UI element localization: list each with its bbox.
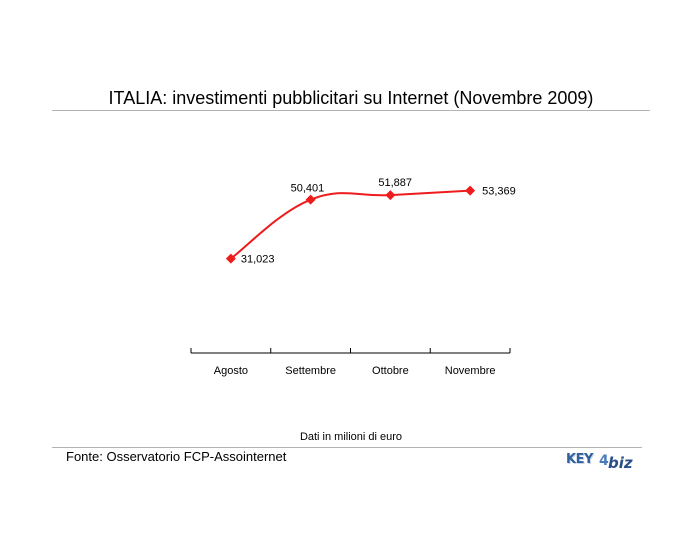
logo-mark: 4 xyxy=(599,453,609,469)
logo-key-text: KEY xyxy=(566,452,593,467)
data-label: 53,369 xyxy=(482,186,516,198)
data-point-marker xyxy=(465,185,476,196)
units-note: Dati in milioni di euro xyxy=(299,431,403,443)
series-markers xyxy=(225,185,476,264)
key4biz-logo: KEY 4 biz xyxy=(566,451,642,475)
data-point-marker xyxy=(385,190,396,201)
x-tick-label: Novembre xyxy=(445,365,496,377)
logo-biz-text: biz xyxy=(608,454,633,472)
footer-divider xyxy=(52,447,642,448)
data-labels: 31,023 50,401 51,887 53,369 xyxy=(241,177,516,265)
chart-title: ITALIA: investimenti pubblicitari su Int… xyxy=(108,88,594,108)
x-tick-label: Settembre xyxy=(285,365,336,377)
data-label: 51,887 xyxy=(378,177,412,189)
data-point-marker xyxy=(225,253,236,264)
data-label: 50,401 xyxy=(291,183,325,195)
x-tick-label: Agosto xyxy=(214,365,248,377)
series-line xyxy=(230,189,471,260)
x-axis-labels: Agosto Settembre Ottobre Novembre xyxy=(214,365,496,377)
x-tick-label: Ottobre xyxy=(372,365,409,377)
data-label: 31,023 xyxy=(241,254,275,266)
title-divider xyxy=(52,110,650,111)
source-note: Fonte: Osservatorio FCP-Assointernet xyxy=(66,449,287,464)
data-point-marker xyxy=(305,194,316,205)
x-axis-ticks xyxy=(190,348,511,353)
